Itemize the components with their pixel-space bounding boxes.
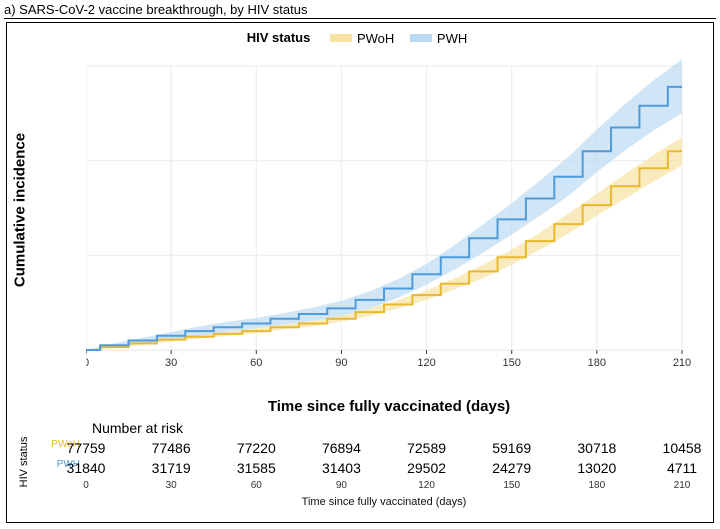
risk-cell: 13020 bbox=[577, 460, 616, 476]
legend-label-pwh: PWH bbox=[437, 31, 467, 46]
plot-area: 03060901201501802100.000.010.020.03 bbox=[86, 56, 692, 376]
legend-item-pwh: PWH bbox=[410, 31, 467, 46]
svg-text:180: 180 bbox=[588, 357, 606, 369]
legend: HIV status PWoH PWH bbox=[0, 30, 720, 46]
legend-item-pwoh: PWoH bbox=[330, 31, 394, 46]
figure: a) SARS-CoV-2 vaccine breakthrough, by H… bbox=[0, 0, 720, 529]
risk-table-ylabel: HIV status bbox=[18, 437, 30, 488]
svg-text:60: 60 bbox=[250, 357, 262, 369]
svg-text:0: 0 bbox=[86, 357, 89, 369]
risk-cell: 4711 bbox=[667, 460, 697, 476]
svg-text:90: 90 bbox=[335, 357, 347, 369]
risk-xtick: 150 bbox=[503, 480, 520, 491]
risk-cell: 30718 bbox=[577, 440, 616, 456]
risk-cell: 24279 bbox=[492, 460, 531, 476]
risk-cell: 31719 bbox=[152, 460, 191, 476]
risk-xtick: 0 bbox=[83, 480, 89, 491]
svg-text:120: 120 bbox=[417, 357, 435, 369]
risk-cell: 10458 bbox=[663, 440, 702, 456]
svg-text:150: 150 bbox=[503, 357, 521, 369]
risk-cell: 29502 bbox=[407, 460, 446, 476]
risk-xtick: 90 bbox=[336, 480, 347, 491]
risk-cell: 77486 bbox=[152, 440, 191, 456]
legend-swatch-pwoh bbox=[330, 34, 352, 42]
risk-cell: 31585 bbox=[237, 460, 276, 476]
risk-cell: 31403 bbox=[322, 460, 361, 476]
risk-xtick: 30 bbox=[166, 480, 177, 491]
risk-cell: 77759 bbox=[67, 440, 106, 456]
svg-text:30: 30 bbox=[165, 357, 177, 369]
risk-xlabel: Time since fully vaccinated (days) bbox=[302, 496, 467, 508]
risk-table-header: Number at risk bbox=[92, 420, 183, 436]
risk-cell: 59169 bbox=[492, 440, 531, 456]
y-axis-label: Cumulative incidence bbox=[12, 133, 29, 287]
x-axis-label: Time since fully vaccinated (days) bbox=[268, 398, 510, 415]
panel-title: a) SARS-CoV-2 vaccine breakthrough, by H… bbox=[4, 2, 716, 19]
svg-text:210: 210 bbox=[673, 357, 691, 369]
risk-xtick: 210 bbox=[674, 480, 691, 491]
risk-cell: 76894 bbox=[322, 440, 361, 456]
risk-xtick: 180 bbox=[589, 480, 606, 491]
legend-swatch-pwh bbox=[410, 34, 432, 42]
plot-svg: 03060901201501802100.000.010.020.03 bbox=[86, 56, 692, 376]
risk-xtick: 60 bbox=[251, 480, 262, 491]
risk-xtick: 120 bbox=[418, 480, 435, 491]
risk-cell: 31840 bbox=[67, 460, 106, 476]
risk-cell: 77220 bbox=[237, 440, 276, 456]
legend-label-pwoh: PWoH bbox=[357, 31, 394, 46]
risk-cell: 72589 bbox=[407, 440, 446, 456]
legend-title: HIV status bbox=[247, 30, 311, 45]
